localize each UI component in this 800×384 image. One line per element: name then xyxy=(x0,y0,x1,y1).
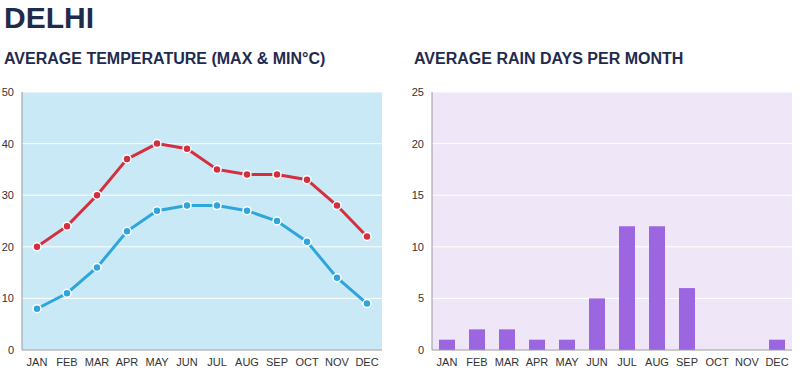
svg-text:25: 25 xyxy=(412,86,424,98)
svg-text:MAR: MAR xyxy=(495,356,520,368)
svg-text:10: 10 xyxy=(2,292,14,304)
html-text:DELHI: DELHI xyxy=(4,1,94,34)
svg-text:JAN: JAN xyxy=(27,356,48,368)
svg-text:MAY: MAY xyxy=(145,356,169,368)
svg-text:50: 50 xyxy=(2,86,14,98)
svg-text:15: 15 xyxy=(412,189,424,201)
svg-text:JAN: JAN xyxy=(437,356,458,368)
svg-text:DEC: DEC xyxy=(355,356,378,368)
svg-text:FEB: FEB xyxy=(466,356,487,368)
svg-text:OCT: OCT xyxy=(705,356,729,368)
svg-text:APR: APR xyxy=(116,356,139,368)
svg-text:SEP: SEP xyxy=(676,356,698,368)
svg-text:JUL: JUL xyxy=(617,356,637,368)
svg-text:AUG: AUG xyxy=(235,356,259,368)
svg-text:10: 10 xyxy=(412,241,424,253)
svg-text:SEP: SEP xyxy=(266,356,288,368)
svg-text:30: 30 xyxy=(2,189,14,201)
svg-text:20: 20 xyxy=(412,138,424,150)
svg-text:20: 20 xyxy=(2,241,14,253)
svg-text:JUN: JUN xyxy=(176,356,197,368)
svg-text:APR: APR xyxy=(526,356,549,368)
svg-text:JUL: JUL xyxy=(207,356,227,368)
svg-text:DEC: DEC xyxy=(765,356,788,368)
svg-text:JUN: JUN xyxy=(586,356,607,368)
html-text:AVERAGE TEMPERATURE (MAX & MIN: AVERAGE TEMPERATURE (MAX & MIN°C) xyxy=(4,50,326,67)
svg-text:5: 5 xyxy=(418,292,424,304)
svg-text:0: 0 xyxy=(418,344,424,356)
svg-text:40: 40 xyxy=(2,138,14,150)
svg-text:MAR: MAR xyxy=(85,356,110,368)
svg-text:NOV: NOV xyxy=(735,356,760,368)
svg-text:AUG: AUG xyxy=(645,356,669,368)
svg-text:NOV: NOV xyxy=(325,356,350,368)
html-text:AVERAGE RAIN DAYS PER MONTH: AVERAGE RAIN DAYS PER MONTH xyxy=(414,50,684,67)
svg-text:MAY: MAY xyxy=(555,356,579,368)
svg-text:FEB: FEB xyxy=(56,356,77,368)
svg-text:0: 0 xyxy=(8,344,14,356)
svg-text:OCT: OCT xyxy=(295,356,319,368)
